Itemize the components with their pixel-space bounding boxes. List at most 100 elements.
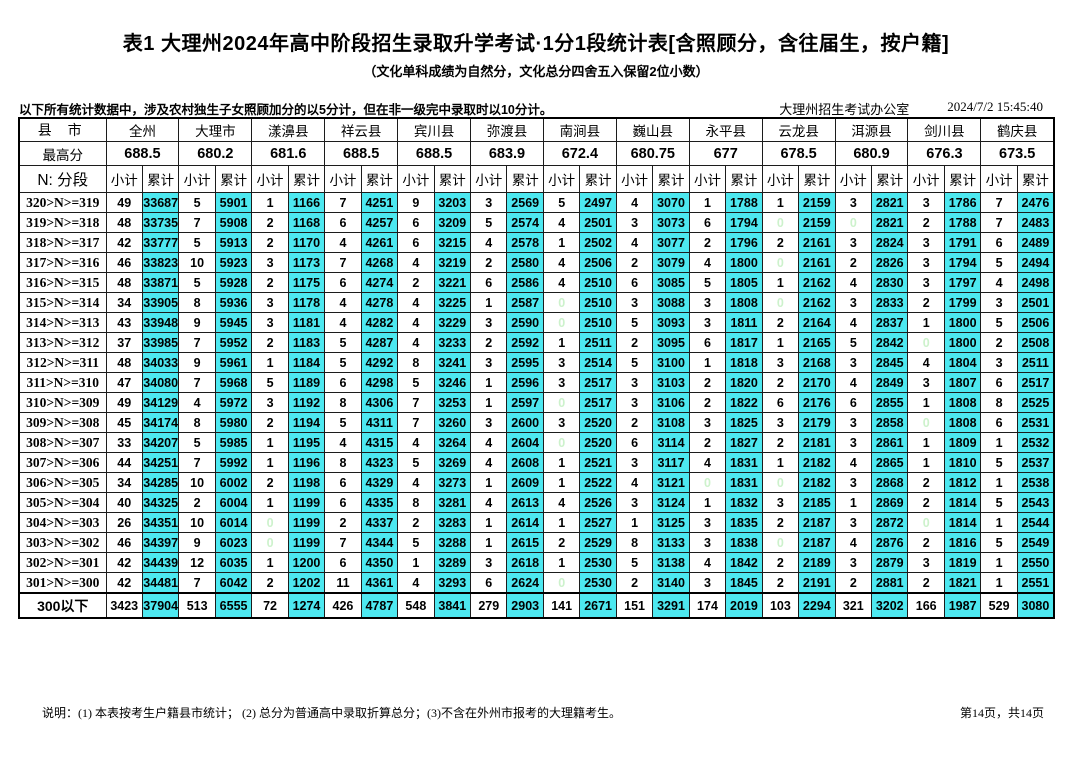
subtotal-cell: 1: [761, 452, 800, 473]
cumulative-cell: 2502: [579, 232, 617, 253]
cumulative-cell: 2527: [579, 512, 617, 533]
cumulative-cell: 4292: [360, 352, 399, 373]
cumulative-cell: 1821: [943, 572, 982, 594]
max-score-row: 最高分 688.5 680.2 681.6 688.5 688.5 683.9 672.4 68…: [18, 141, 1055, 166]
subtotal-cell: 2: [688, 392, 727, 413]
table-row: 315>N>=314 34 33905 8 5936 3 1178 4 4278 4 3225 1 25…: [18, 292, 1055, 313]
table-row: 309>N>=308 45 34174 8 5980 2 1194 5 4311 7 3260 3 26…: [18, 412, 1055, 433]
subtotal-cell: 1: [251, 552, 289, 573]
cumulative-cell: 1822: [725, 392, 763, 413]
subtotal-cell: 2: [470, 252, 508, 273]
subtotal-cell: 4: [397, 252, 435, 273]
subtotal-cell: 5: [470, 212, 508, 233]
row-label-cell: 304>N>=303: [18, 512, 107, 533]
subtotal-cell: 10: [178, 472, 216, 493]
cumulative-cell: 1825: [725, 412, 763, 433]
cumulative-cell: 3209: [433, 212, 472, 233]
subheader-row: N: 分段 小计 累计 小计 累计 小计 累计 小计 累计 小计 累计 小计 累计 小计 累计 小计 累计 小计累…: [18, 165, 1055, 193]
cumulative-header-cell: 累计: [798, 165, 836, 193]
subtotal-cell: 1: [688, 492, 727, 513]
row-label-cell: 320>N>=319: [18, 192, 107, 213]
cumulative-cell: 2543: [1016, 492, 1055, 513]
subtotal-cell: 1: [761, 332, 800, 353]
subtotal-cell: 2: [251, 472, 289, 493]
subtotal-cell: 3: [834, 352, 873, 373]
subtotal-cell: 0: [834, 212, 873, 233]
cumulative-cell: 3100: [652, 352, 690, 373]
cumulative-cell: 2508: [1016, 332, 1055, 353]
subtotal-cell: 0: [907, 412, 945, 433]
subtotal-cell: 9: [178, 532, 216, 553]
cumulative-cell: 1173: [287, 252, 326, 273]
subtotal-header-cell: 小计: [542, 165, 581, 193]
cumulative-cell: 2521: [579, 452, 617, 473]
subtotal-header-cell: 小计: [834, 165, 873, 193]
subtotal-cell: 4: [542, 252, 581, 273]
subtotal-cell: 0: [761, 472, 800, 493]
corner-cell: 县 市: [18, 117, 107, 142]
cumulative-cell: 1808: [943, 392, 982, 413]
cumulative-cell: 4282: [360, 312, 399, 333]
cumulative-cell: 4344: [360, 532, 399, 553]
subtotal-cell: 1: [615, 512, 654, 533]
subtotal-cell: 4: [688, 452, 727, 473]
subtotal-cell: 4: [397, 472, 435, 493]
cumulative-cell: 2849: [871, 372, 909, 393]
cumulative-cell: 2164: [798, 312, 836, 333]
subtotal-cell: 3: [834, 512, 873, 533]
subtotal-cell: 4: [397, 572, 435, 594]
subtotal-cell: 3: [251, 392, 289, 413]
results-table: 县 市全州 大理市 漾濞县 祥云县 宾川县 弥渡县 南涧县 巍山县 永平县 云龙县 洱源县 剑川县 鹤庆…: [18, 117, 1055, 619]
cumulative-cell: 4298: [360, 372, 399, 393]
subtotal-cell: 46: [105, 532, 143, 553]
row-label-cell: 309>N>=308: [18, 412, 107, 433]
cumulative-cell: 3229: [433, 312, 472, 333]
cumulative-header-cell: 累计: [214, 165, 253, 193]
cumulative-cell: 1202: [287, 572, 326, 594]
cumulative-cell: 2615: [506, 532, 544, 553]
office-date: 大理州招生考试办公室 2024/7/2 15:45:40: [779, 99, 1055, 118]
cumulative-cell: 2483: [1016, 212, 1055, 233]
statistics-note: 以下所有统计数据中，涉及农村独生子女照顾加分的以5分计，但在非一级完中录取时以1…: [19, 103, 553, 117]
subtotal-cell: 513: [178, 592, 216, 619]
table-row: 303>N>=302 46 34397 9 6023 0 1199 7 4344 5 3288 1 26…: [18, 532, 1055, 553]
subtotal-cell: 5: [615, 312, 654, 333]
subtotal-cell: 7: [178, 452, 216, 473]
subtotal-cell: 9: [178, 352, 216, 373]
subtotal-cell: 5: [397, 452, 435, 473]
cumulative-cell: 3202: [871, 592, 909, 619]
cumulative-cell: 5913: [214, 232, 253, 253]
cumulative-cell: 2529: [579, 532, 617, 553]
subtotal-cell: 2: [397, 512, 435, 533]
max-score-cell: 678.5: [761, 141, 836, 166]
cumulative-cell: 3233: [433, 332, 472, 353]
cumulative-cell: 2168: [798, 352, 836, 373]
subtotal-cell: 3: [251, 252, 289, 273]
cumulative-cell: 33735: [141, 212, 180, 233]
cumulative-cell: 4251: [360, 192, 399, 213]
cumulative-cell: 1799: [943, 292, 982, 313]
cumulative-cell: 3246: [433, 372, 472, 393]
cumulative-cell: 5908: [214, 212, 253, 233]
subtotal-header-cell: 小计: [105, 165, 143, 193]
segment-label: N: 分段: [18, 165, 107, 193]
cumulative-cell: 34129: [141, 392, 180, 413]
cumulative-cell: 2595: [506, 352, 544, 373]
table-row: 310>N>=309 49 34129 4 5972 3 1192 8 4306 7 3253 1 25…: [18, 392, 1055, 413]
county-header-cell: 南涧县: [542, 117, 617, 142]
subtotal-cell: 2: [251, 412, 289, 433]
cumulative-cell: 33777: [141, 232, 180, 253]
row-label-cell: 306>N>=305: [18, 472, 107, 493]
row-label-cell: 317>N>=316: [18, 252, 107, 273]
subtotal-cell: 45: [105, 412, 143, 433]
subtotal-cell: 7: [397, 392, 435, 413]
cumulative-cell: 2574: [506, 212, 544, 233]
cumulative-cell: 3841: [433, 592, 472, 619]
cumulative-cell: 2596: [506, 372, 544, 393]
subtotal-cell: 4: [397, 432, 435, 453]
subtotal-cell: 3: [251, 312, 289, 333]
cumulative-cell: 34080: [141, 372, 180, 393]
subtotal-cell: 1: [470, 512, 508, 533]
cumulative-cell: 2161: [798, 232, 836, 253]
cumulative-cell: 2179: [798, 412, 836, 433]
